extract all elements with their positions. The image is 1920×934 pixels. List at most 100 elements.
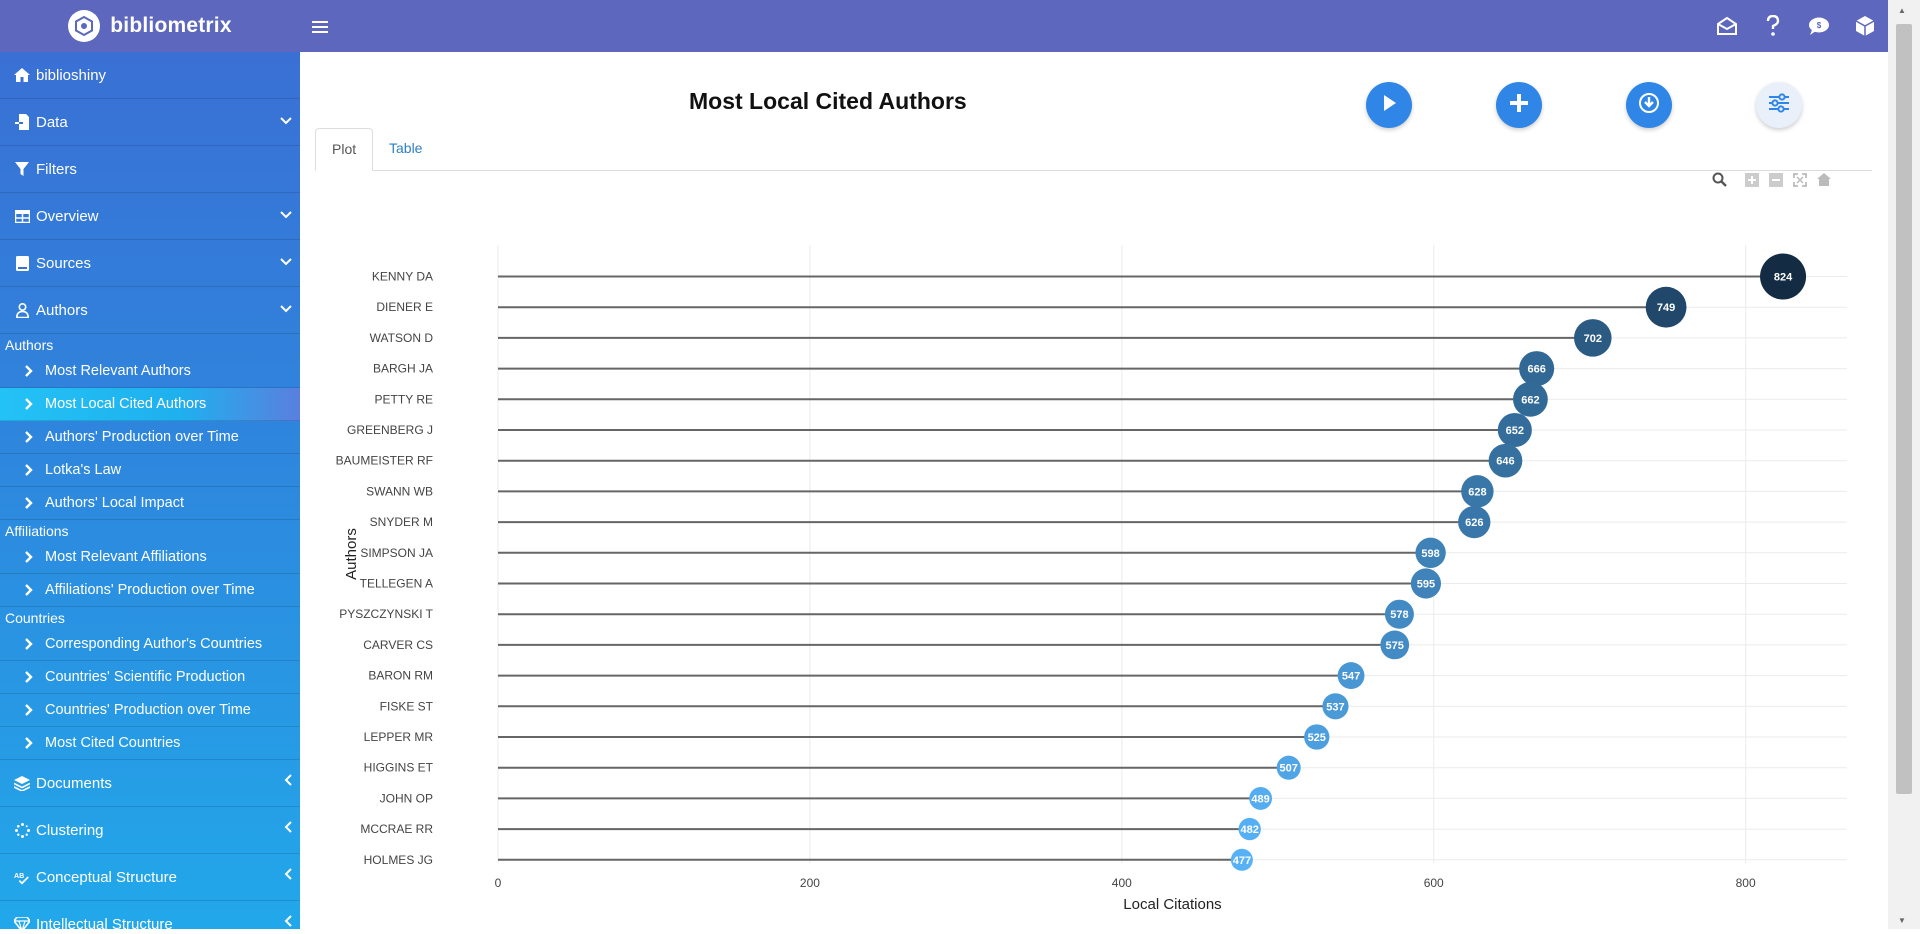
data-label: 626 xyxy=(1465,517,1483,529)
sidebar-item-label: Countries' Production over Time xyxy=(45,702,251,718)
zoom-icon[interactable] xyxy=(1711,171,1728,188)
layers-icon xyxy=(14,775,30,791)
sidebar-item-clustering[interactable]: Clustering xyxy=(0,807,300,854)
download-icon xyxy=(1638,92,1660,119)
cube-icon[interactable] xyxy=(1842,15,1888,37)
scroll-up-arrow-icon[interactable]: ▲ xyxy=(1898,6,1906,15)
sidebar-item-label: Conceptual Structure xyxy=(36,868,177,886)
y-tick-label: CARVER CS xyxy=(363,638,433,652)
sidebar-item-intellectual-structure[interactable]: Intellectual Structure xyxy=(0,901,300,929)
chevron-right-icon xyxy=(24,584,33,596)
tab-table[interactable]: Table xyxy=(389,140,423,156)
sidebar-item-authors-local-impact[interactable]: Authors' Local Impact xyxy=(0,487,300,520)
data-label: 652 xyxy=(1506,425,1524,437)
autoscale-icon[interactable] xyxy=(1791,171,1808,188)
add-report-button[interactable] xyxy=(1496,82,1542,128)
comment-dollar-icon[interactable]: $ xyxy=(1796,16,1842,36)
y-tick-label: JOHN OP xyxy=(380,791,433,805)
x-tick-label: 400 xyxy=(1112,876,1132,890)
file-import-icon xyxy=(14,114,30,130)
zoom-in-icon[interactable] xyxy=(1743,171,1760,188)
y-tick-label: PETTY RE xyxy=(375,392,433,406)
chevron-right-icon xyxy=(24,365,33,377)
sidebar-item-authors-production-over-time[interactable]: Authors' Production over Time xyxy=(0,421,300,454)
sidebar-item-most-local-cited-authors[interactable]: Most Local Cited Authors xyxy=(0,388,300,421)
x-tick-label: 600 xyxy=(1424,876,1444,890)
spell-check-icon: AB xyxy=(14,869,30,885)
lollipop-point xyxy=(1322,693,1349,720)
tab-plot[interactable]: Plot xyxy=(315,128,374,171)
sidebar-item-authors[interactable]: Authors xyxy=(0,287,300,334)
y-tick-label: TELLEGEN A xyxy=(360,577,433,591)
sidebar-item-label: Clustering xyxy=(36,821,104,839)
data-label: 595 xyxy=(1417,579,1435,591)
chevron-down-icon xyxy=(280,253,292,270)
scroll-down-arrow-icon[interactable]: ▼ xyxy=(1898,916,1906,925)
sliders-icon xyxy=(1768,92,1790,118)
y-tick-label: DIENER E xyxy=(376,300,433,314)
chevron-right-icon xyxy=(24,497,33,509)
y-tick-label: SIMPSON JA xyxy=(360,546,433,560)
data-label: 489 xyxy=(1251,793,1269,805)
data-label: 702 xyxy=(1584,333,1602,345)
sidebar-item-label: Overview xyxy=(36,207,99,225)
reset-home-icon[interactable] xyxy=(1815,171,1832,188)
download-button[interactable] xyxy=(1626,82,1672,128)
x-tick-label: 200 xyxy=(800,876,820,890)
tab-bar: Plot Table xyxy=(315,128,1872,171)
sidebar-item-most-cited-countries[interactable]: Most Cited Countries xyxy=(0,727,300,760)
envelope-open-icon[interactable] xyxy=(1704,16,1750,36)
run-button[interactable] xyxy=(1366,82,1412,128)
svg-text:AB: AB xyxy=(14,871,24,879)
sidebar-item-label: Affiliations' Production over Time xyxy=(45,582,255,598)
sidebar-item-sources[interactable]: Sources xyxy=(0,240,300,287)
app-logo[interactable]: bibliometrix xyxy=(0,0,300,52)
table-icon xyxy=(14,208,30,224)
y-tick-label: HOLMES JG xyxy=(364,853,433,867)
sidebar-item-conceptual-structure[interactable]: AB Conceptual Structure xyxy=(0,854,300,901)
sidebar-item-lotkas-law[interactable]: Lotka's Law xyxy=(0,454,300,487)
sidebar-item-biblioshiny[interactable]: biblioshiny xyxy=(0,52,300,99)
sidebar-item-corresponding-authors-countries[interactable]: Corresponding Author's Countries xyxy=(0,628,300,661)
lollipop-chart: 0 200 400 600 800 KENNY DA 824 DIENER E 749 WATSO… xyxy=(336,245,1847,913)
options-button[interactable] xyxy=(1756,82,1802,128)
chevron-left-icon xyxy=(284,867,292,884)
lollipop-point xyxy=(1645,286,1687,328)
sidebar-item-label: Data xyxy=(36,113,68,131)
data-label: 547 xyxy=(1342,671,1360,683)
y-tick-label: BARGH JA xyxy=(373,362,433,376)
chevron-down-icon xyxy=(280,300,292,317)
sidebar-item-label: Most Cited Countries xyxy=(45,735,181,751)
sidebar-toggle-icon[interactable] xyxy=(312,14,328,40)
lollipop-point xyxy=(1458,505,1491,539)
sidebar-item-documents[interactable]: Documents xyxy=(0,760,300,807)
data-label: 578 xyxy=(1390,609,1408,621)
y-tick-label: PYSZCZYNSKI T xyxy=(339,607,433,621)
main-content: Most Local Cited Authors Plot Table 0 200… xyxy=(300,52,1888,929)
plus-icon xyxy=(1509,93,1529,118)
sidebar-item-data[interactable]: Data xyxy=(0,99,300,146)
chevron-right-icon xyxy=(24,704,33,716)
y-tick-label: LEPPER MR xyxy=(364,730,434,744)
help-icon[interactable] xyxy=(1750,15,1796,37)
page-scrollbar[interactable]: ▲ ▼ xyxy=(1888,0,1920,929)
sidebar-item-overview[interactable]: Overview xyxy=(0,193,300,240)
chevron-right-icon xyxy=(24,551,33,563)
sidebar-item-most-relevant-authors[interactable]: Most Relevant Authors xyxy=(0,355,300,388)
lollipop-point xyxy=(1238,817,1261,841)
sidebar-item-label: Filters xyxy=(36,160,77,178)
chevron-down-icon xyxy=(280,206,292,223)
chevron-right-icon xyxy=(24,671,33,683)
sidebar-item-countries-scientific-production[interactable]: Countries' Scientific Production xyxy=(0,661,300,694)
sidebar-item-affiliations-production-over-time[interactable]: Affiliations' Production over Time xyxy=(0,574,300,607)
zoom-out-icon[interactable] xyxy=(1767,171,1784,188)
sidebar-item-filters[interactable]: Filters xyxy=(0,146,300,193)
chevron-right-icon xyxy=(24,398,33,410)
data-label: 662 xyxy=(1521,394,1539,406)
sidebar-item-countries-production-over-time[interactable]: Countries' Production over Time xyxy=(0,694,300,727)
sidebar-item-most-relevant-affiliations[interactable]: Most Relevant Affiliations xyxy=(0,541,300,574)
lollipop-point xyxy=(1230,848,1253,871)
lollipop-point xyxy=(1574,319,1612,357)
plot-toolbar xyxy=(1711,171,1832,188)
scrollbar-thumb[interactable] xyxy=(1896,24,1912,794)
